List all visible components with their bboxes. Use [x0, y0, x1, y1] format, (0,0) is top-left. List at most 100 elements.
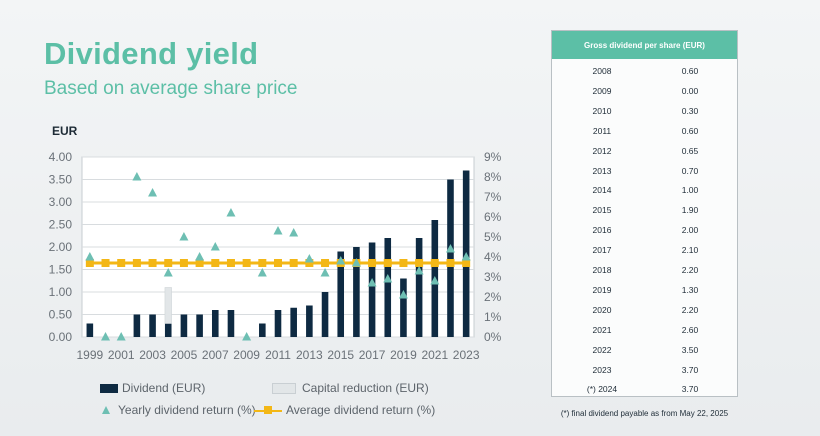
table-cell-year: 2022	[592, 344, 612, 355]
table-row: 2022 3.50	[552, 340, 737, 360]
dividend-chart: 0.00 0.50 1.00 1.50 2.00 2.50 3.00 3.50 4.00 0% 1%…	[49, 150, 502, 362]
table-row: 2017 2.10	[552, 240, 737, 260]
table-cell-year: (*) 2024	[586, 384, 618, 395]
marker-average-return	[179, 259, 188, 267]
table-cell-value: 0.60	[681, 125, 699, 136]
table-header: Gross dividend per share (EUR)	[552, 31, 737, 59]
marker-average-return	[226, 259, 235, 267]
bar-dividend	[353, 247, 360, 337]
bar-dividend	[196, 314, 203, 337]
marker-average-return	[415, 259, 424, 267]
y-left-tick-label: 1.50	[49, 263, 73, 277]
marker-average-return	[211, 259, 220, 267]
bar-dividend	[259, 323, 266, 337]
x-tick-label: 2001	[108, 348, 135, 362]
bar-dividend	[368, 242, 376, 337]
legend-swatch-triangle-icon	[102, 406, 110, 414]
legend-swatch-capital-reduction	[272, 382, 296, 394]
y-right-tick-label: 8%	[484, 170, 502, 184]
x-tick-label: 1999	[76, 348, 103, 362]
marker-yearly-return	[101, 332, 111, 341]
y-axis-unit-label: EUR	[52, 124, 78, 138]
legend-swatch-dividend	[100, 383, 118, 393]
y-right-tick-label: 5%	[484, 230, 502, 244]
legend-item-yearly-return: Yearly dividend return (%)	[102, 403, 256, 417]
x-tick-label: 2019	[390, 348, 417, 362]
table-cell-year: 2010	[592, 105, 612, 116]
x-tick-label: 2015	[327, 348, 354, 362]
bar-dividend	[306, 305, 313, 337]
table-row: 2020 2.20	[552, 300, 737, 320]
y-right-tick-label: 2%	[484, 290, 502, 304]
legend-label-capital-reduction: Capital reduction (EUR)	[302, 381, 429, 395]
bar-dividend	[164, 323, 172, 337]
marker-average-return	[462, 259, 471, 267]
table-row: 2012 0.65	[552, 141, 737, 161]
table-cell-value: 0.30	[681, 105, 699, 116]
legend-label-average-return: Average dividend return (%)	[286, 403, 436, 417]
y-left-tick-label: 0.00	[49, 330, 73, 344]
marker-yearly-return	[445, 244, 455, 253]
marker-average-return	[430, 259, 439, 267]
y-right-tick-label: 7%	[484, 190, 502, 204]
table-row: 2015 1.90	[552, 200, 737, 220]
marker-average-return	[321, 259, 330, 267]
table-cell-year: 2018	[592, 265, 612, 275]
marker-yearly-return	[367, 278, 377, 287]
legend-item-dividend: Dividend (EUR)	[100, 381, 205, 395]
table-cell-value: 3.70	[681, 384, 699, 395]
marker-yearly-return	[398, 290, 408, 299]
y-left-tick-label: 0.50	[49, 308, 73, 322]
marker-yearly-return	[163, 268, 173, 277]
table-cell-year: 2019	[592, 284, 612, 295]
table-cell-year: 2011	[592, 125, 612, 136]
table-row: 2010 0.30	[552, 101, 737, 121]
marker-average-return	[305, 259, 314, 267]
table-cell-value: 0.65	[681, 145, 699, 156]
table-cell-year: 2021	[592, 324, 612, 335]
y-left-tick-label: 2.00	[49, 240, 73, 254]
bar-dividend	[180, 314, 188, 337]
bar-dividend	[86, 323, 94, 337]
table-cell-value: 0.00	[681, 85, 699, 96]
y-right-tick-label: 9%	[484, 150, 502, 164]
bar-capital-reduction	[164, 287, 172, 324]
table-row: 2008 0.60	[552, 61, 737, 81]
y-right-tick-label: 3%	[484, 270, 502, 284]
table-row: 2014 1.00	[552, 180, 737, 200]
table-cell-year: 2013	[592, 165, 612, 176]
table-row: 2023 3.70	[552, 360, 737, 380]
table-cell-year: 2012	[592, 145, 612, 156]
table-cell-value: 2.10	[681, 245, 699, 256]
marker-average-return	[117, 259, 126, 267]
bar-dividend	[227, 310, 235, 337]
table-cell-year: 2015	[592, 205, 612, 216]
table-cell-value: 2.00	[681, 225, 699, 236]
marker-yearly-return	[383, 274, 393, 283]
table-cell-value: 2.20	[681, 304, 699, 315]
table-cell-value: 3.50	[681, 344, 699, 355]
table-cell-value: 0.70	[681, 165, 699, 176]
x-tick-label: 2009	[233, 348, 260, 362]
bar-dividend	[415, 238, 423, 337]
bar-dividend	[337, 251, 345, 337]
marker-average-return	[164, 259, 173, 267]
marker-yearly-return	[116, 332, 126, 341]
marker-yearly-return	[85, 252, 95, 261]
y-left-tick-label: 2.50	[49, 218, 73, 232]
bar-dividend	[447, 179, 454, 337]
marker-average-return	[242, 259, 251, 267]
table-cell-year: 2008	[592, 66, 612, 76]
y-right-tick-label: 6%	[484, 210, 502, 224]
table-row: 2019 1.30	[552, 280, 737, 300]
x-tick-label: 2017	[359, 348, 386, 362]
table-cell-value: 1.90	[681, 205, 699, 216]
bar-dividend	[400, 278, 407, 337]
table-row: 2016 2.00	[552, 220, 737, 240]
legend-label-yearly-return: Yearly dividend return (%)	[118, 403, 256, 417]
marker-average-return	[258, 259, 267, 267]
marker-yearly-return	[336, 256, 346, 265]
marker-yearly-return	[430, 276, 440, 285]
marker-yearly-return	[257, 268, 267, 277]
y-right-tick-label: 4%	[484, 250, 502, 264]
